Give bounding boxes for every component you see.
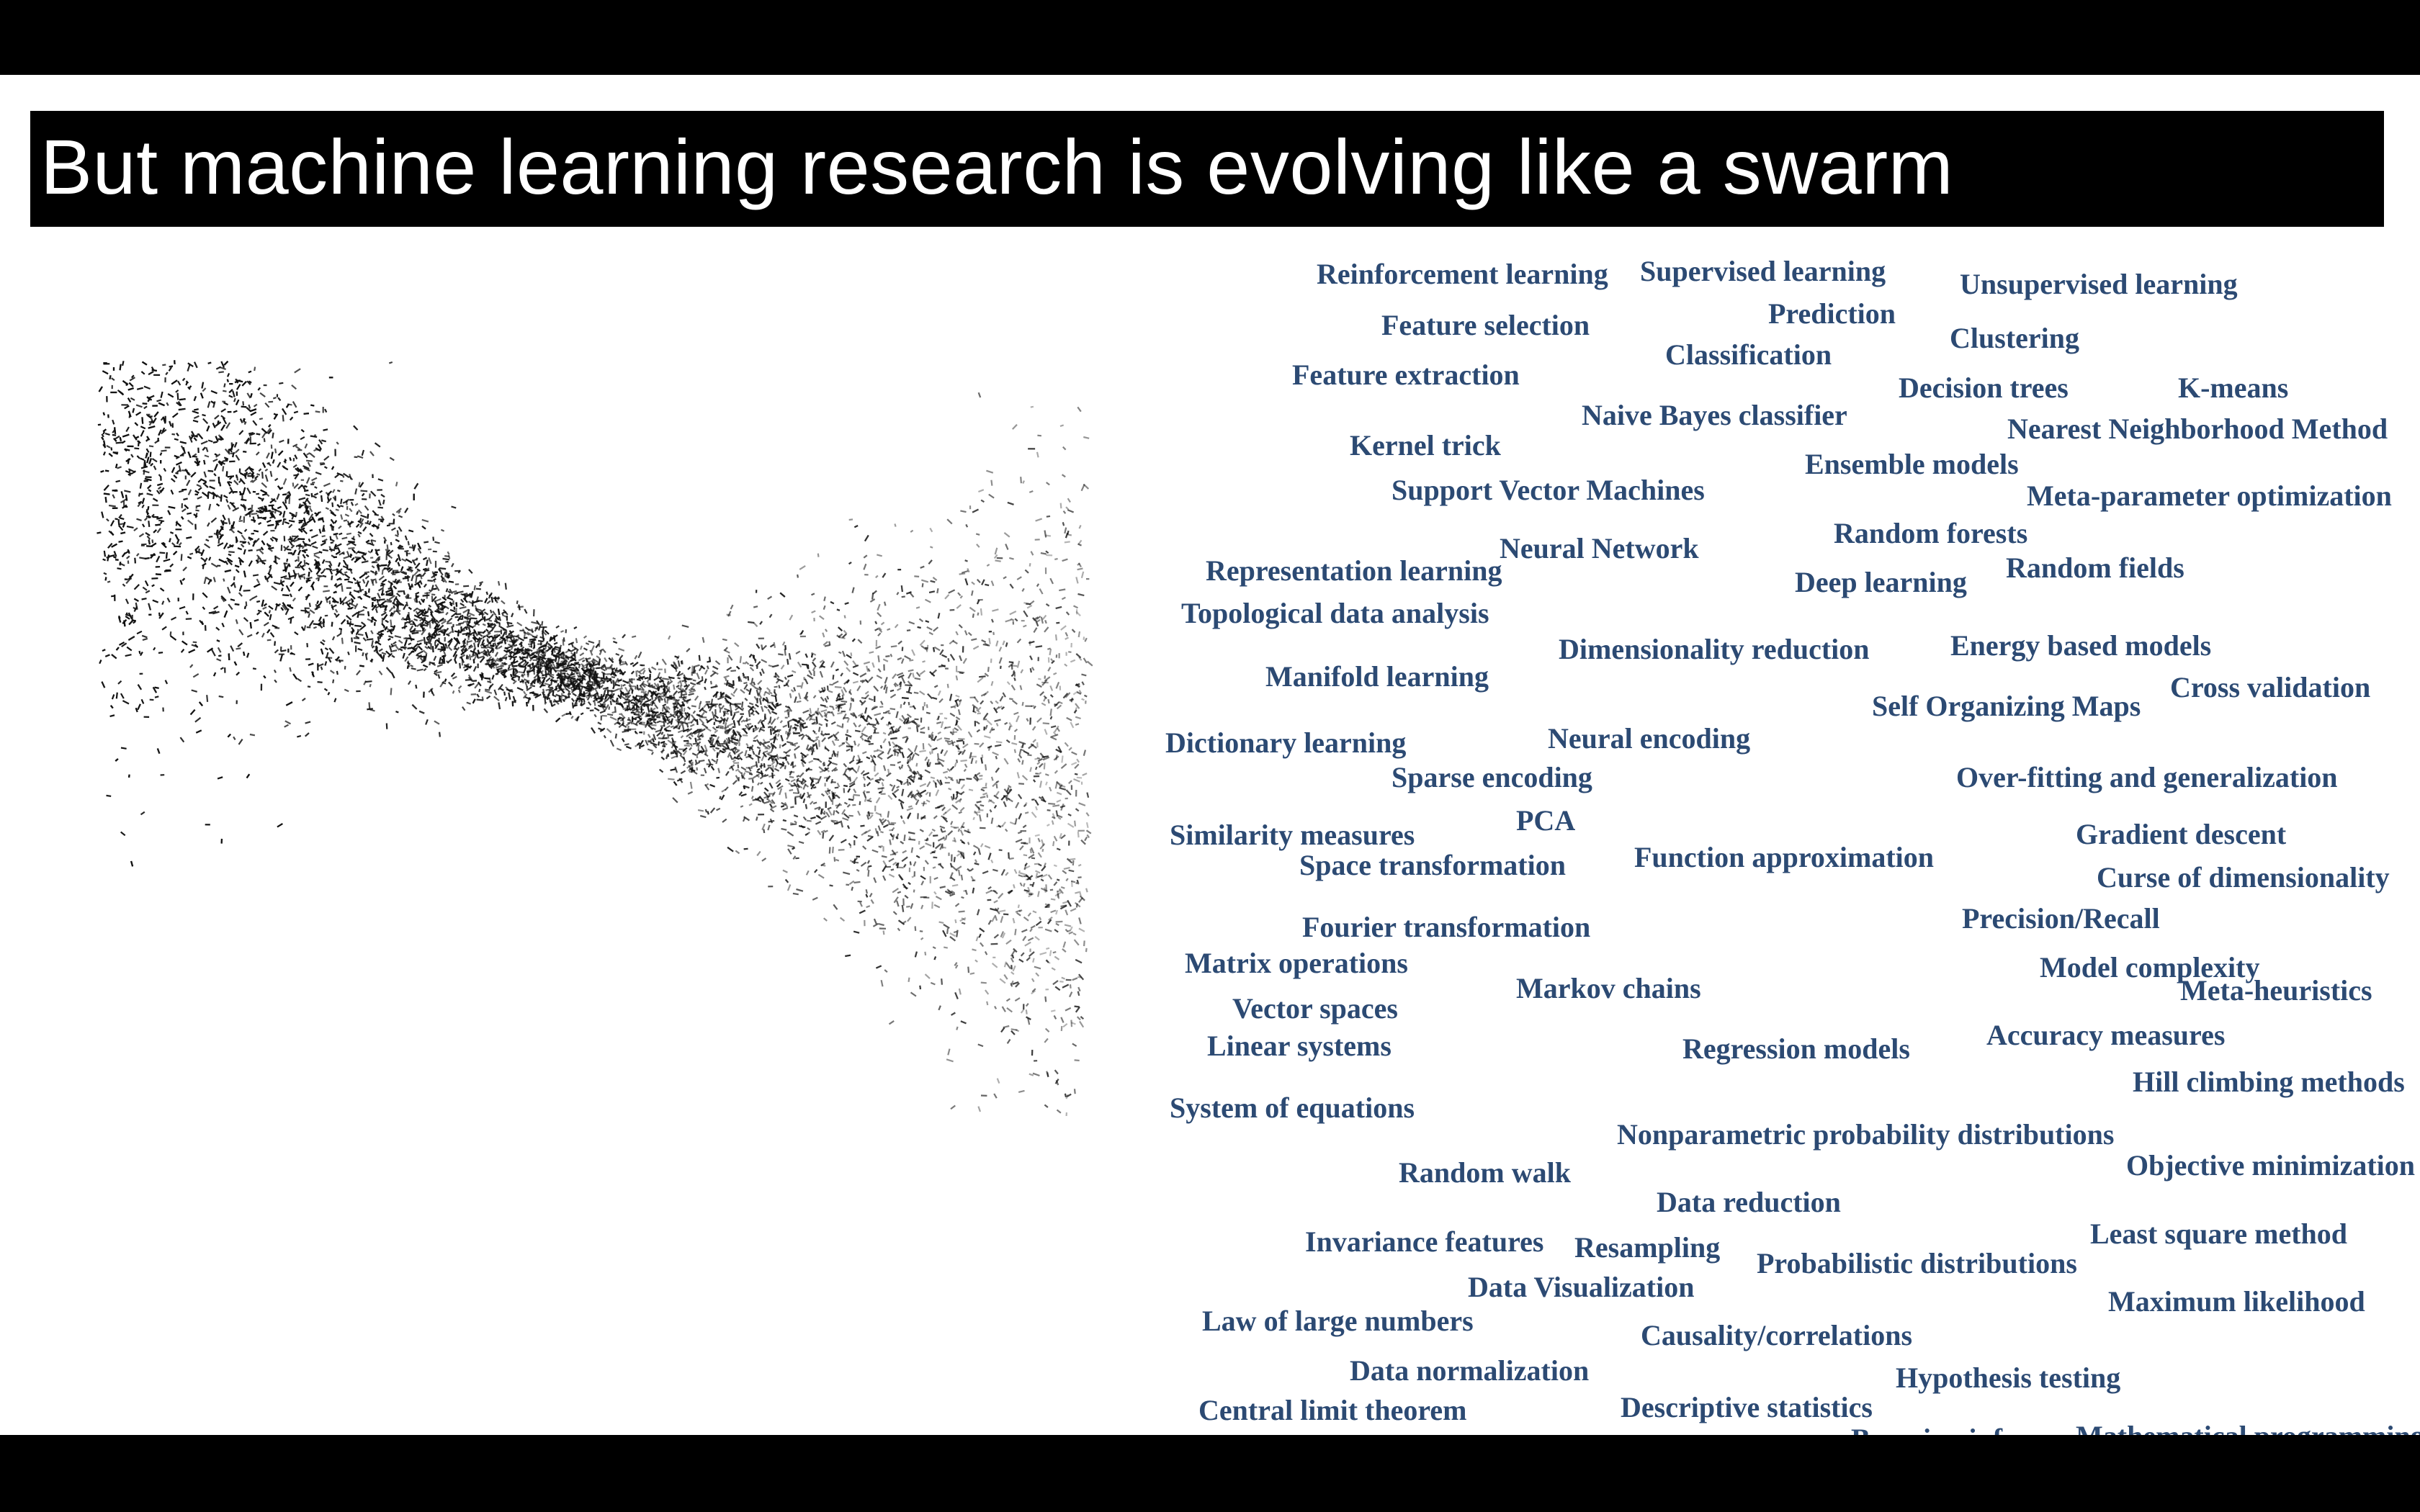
term-decision-trees: Decision trees <box>1899 372 2069 404</box>
swarm-illustration <box>97 360 1093 1116</box>
term-unsupervised-learning: Unsupervised learning <box>1960 268 2238 300</box>
term-meta-parameter-optimization: Meta-parameter optimization <box>2027 480 2392 512</box>
term-similarity-measures: Similarity measures <box>1170 819 1415 851</box>
term-dimensionality-reduction: Dimensionality reduction <box>1559 633 1870 665</box>
slide-title: But machine learning research is evolvin… <box>40 123 1954 210</box>
term-precision-recall: Precision/Recall <box>1962 902 2160 935</box>
term-feature-extraction: Feature extraction <box>1292 359 1520 391</box>
term-regression-models: Regression models <box>1682 1032 1910 1065</box>
term-k-means: K-means <box>2178 372 2289 404</box>
term-topological-data-analysis: Topological data analysis <box>1181 597 1489 629</box>
term-linear-systems: Linear systems <box>1207 1030 1392 1062</box>
term-hypothesis-testing: Hypothesis testing <box>1896 1362 2121 1394</box>
term-hill-climbing-methods: Hill climbing methods <box>2133 1066 2405 1098</box>
term-supervised-learning: Supervised learning <box>1640 255 1886 287</box>
term-kernel-trick: Kernel trick <box>1350 429 1501 462</box>
term-markov-chains: Markov chains <box>1516 972 1701 1004</box>
term-reinforcement-learning: Reinforcement learning <box>1317 258 1608 290</box>
term-invariance-features: Invariance features <box>1305 1225 1544 1258</box>
term-curse-of-dimensionality: Curse of dimensionality <box>2097 861 2390 894</box>
term-nonparametric-probability-distributions: Nonparametric probability distributions <box>1617 1118 2115 1151</box>
term-bayesian-inference: Bayesian inference <box>1851 1423 2081 1435</box>
term-matrix-operations: Matrix operations <box>1185 947 1408 979</box>
term-resampling: Resampling <box>1574 1231 1721 1264</box>
term-least-square-method: Least square method <box>2090 1218 2348 1250</box>
term-ensemble-models: Ensemble models <box>1805 448 2019 480</box>
term-model-complexity: Model complexity <box>2040 951 2260 984</box>
term-manifold-learning: Manifold learning <box>1265 660 1489 693</box>
term-energy-based-models: Energy based models <box>1950 629 2212 662</box>
term-central-limit-theorem: Central limit theorem <box>1198 1394 1467 1426</box>
term-vector-spaces: Vector spaces <box>1232 992 1398 1025</box>
term-prediction: Prediction <box>1768 297 1896 330</box>
term-maximum-likelihood: Maximum likelihood <box>2108 1285 2365 1318</box>
term-clustering: Clustering <box>1950 322 2079 354</box>
term-nearest-neighborhood-method: Nearest Neighborhood Method <box>2007 413 2388 445</box>
term-pca: PCA <box>1516 804 1576 837</box>
term-meta-heuristics: Meta-heuristics <box>2180 974 2372 1007</box>
term-deep-learning: Deep learning <box>1795 566 1967 598</box>
term-system-of-equations: System of equations <box>1170 1092 1415 1124</box>
ml-terms-word-cloud: Reinforcement learning Supervised learni… <box>1152 245 2420 1435</box>
term-causality-correlations: Causality/correlations <box>1641 1319 1913 1351</box>
term-feature-selection: Feature selection <box>1381 309 1590 341</box>
term-descriptive-statistics: Descriptive statistics <box>1621 1391 1873 1423</box>
term-representation-learning: Representation learning <box>1206 554 1502 587</box>
term-objective-minimization: Objective minimization <box>2126 1149 2416 1182</box>
term-support-vector-machines: Support Vector Machines <box>1392 474 1705 506</box>
term-fourier-transformation: Fourier transformation <box>1302 911 1591 943</box>
term-data-visualization: Data Visualization <box>1468 1271 1695 1303</box>
term-data-normalization: Data normalization <box>1350 1354 1590 1387</box>
term-accuracy-measures: Accuracy measures <box>1986 1019 2226 1051</box>
term-over-fitting-and-generalization: Over-fitting and generalization <box>1956 761 2338 793</box>
term-function-approximation: Function approximation <box>1634 841 1934 873</box>
term-probabilistic-distributions: Probabilistic distributions <box>1757 1247 2077 1279</box>
term-sparse-encoding: Sparse encoding <box>1392 761 1592 793</box>
term-random-forests: Random forests <box>1834 517 2028 549</box>
term-space-transformation: Space transformation <box>1299 849 1566 881</box>
term-cross-validation: Cross validation <box>2170 671 2371 703</box>
term-neural-encoding: Neural encoding <box>1548 722 1751 755</box>
term-law-of-large-numbers: Law of large numbers <box>1202 1305 1474 1337</box>
slide-title-banner: But machine learning research is evolvin… <box>30 111 2384 227</box>
top-letterbox-bar <box>0 0 2420 75</box>
term-dictionary-learning: Dictionary learning <box>1165 726 1407 759</box>
term-random-walk: Random walk <box>1399 1156 1571 1189</box>
term-classification: Classification <box>1665 338 1832 371</box>
term-mathematical-programming: Mathematical programming <box>2076 1420 2420 1435</box>
term-gradient-descent: Gradient descent <box>2076 818 2287 850</box>
term-neural-network: Neural Network <box>1500 532 1699 564</box>
term-self-organizing-maps: Self Organizing Maps <box>1872 690 2141 722</box>
term-naive-bayes-classifier: Naive Bayes classifier <box>1582 399 1847 431</box>
bottom-letterbox-bar <box>0 1435 2420 1512</box>
term-random-fields: Random fields <box>2006 552 2184 584</box>
term-data-reduction: Data reduction <box>1657 1186 1841 1218</box>
